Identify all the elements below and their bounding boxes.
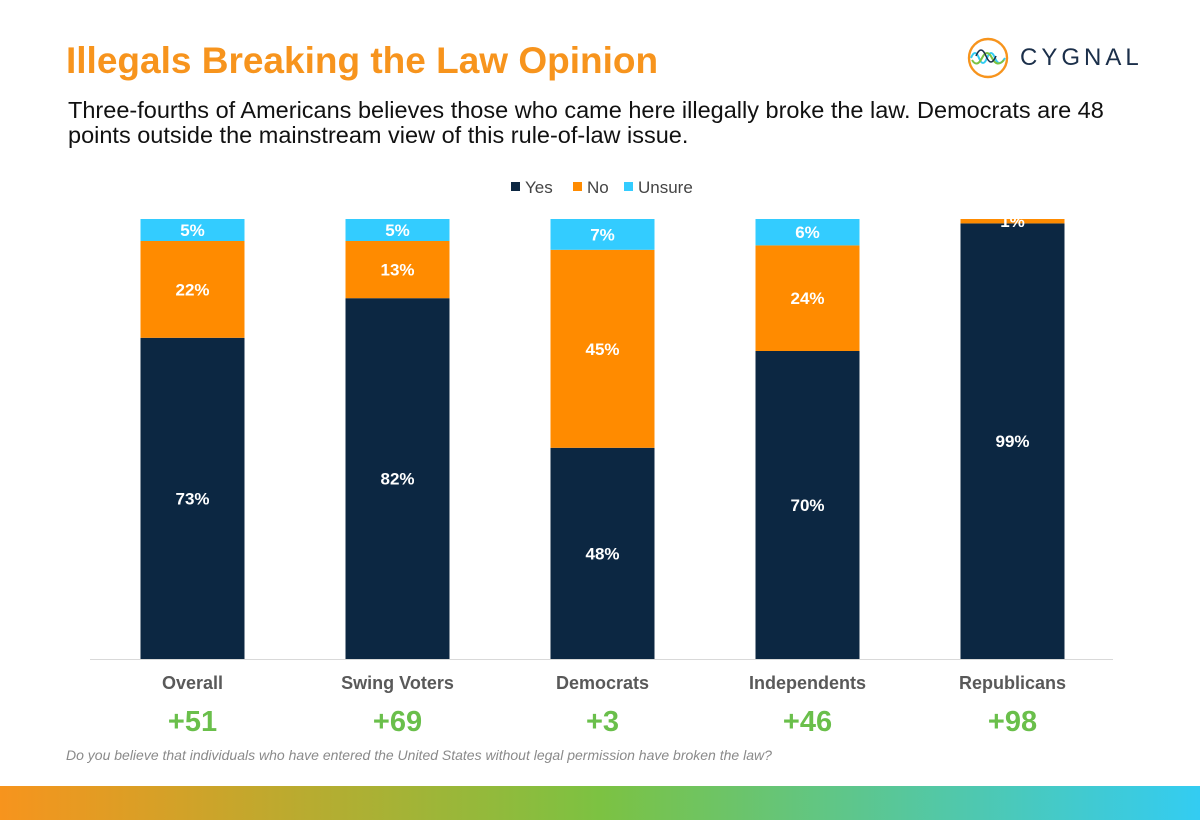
legend-label-yes: Yes: [525, 178, 553, 197]
category-label-overall: Overall: [162, 673, 223, 693]
data-label-overall-no: 22%: [175, 280, 209, 299]
legend-label-unsure: Unsure: [638, 178, 693, 197]
bar-independents-yes: [755, 351, 860, 659]
logo-wordmark: CYGNAL: [1020, 44, 1143, 71]
bar-republicans-yes: [960, 223, 1065, 659]
data-label-democrats-yes: 48%: [585, 544, 619, 563]
bar-democrats-no: [550, 249, 655, 448]
category-label-swing-voters: Swing Voters: [341, 673, 454, 693]
legend-swatch-no: [573, 182, 582, 191]
category-label-democrats: Democrats: [556, 673, 649, 693]
bar-overall-yes: [140, 337, 245, 659]
data-label-overall-yes: 73%: [175, 489, 209, 508]
stacked-bar-chart: Yes No Unsure 73% 22% 5% Overall +51 82% 13% 5% Swi…: [90, 178, 1113, 738]
data-label-republicans-no: 1%: [1000, 212, 1025, 231]
data-label-swing-voters-unsure: 5%: [385, 221, 410, 240]
footer-gradient-bar: [0, 786, 1200, 820]
bar-independents-unsure: [755, 219, 860, 246]
data-label-republicans-yes: 99%: [995, 432, 1029, 451]
data-label-independents-no: 24%: [790, 289, 824, 308]
net-value-democrats: +3: [586, 706, 619, 738]
cygnal-wave-icon: [967, 37, 1009, 79]
net-value-swing-voters: +69: [373, 706, 422, 738]
page-title: Illegals Breaking the Law Opinion: [66, 40, 659, 81]
bar-democrats-yes: [550, 447, 655, 659]
subtitle: Three-fourths of Americans believes thos…: [68, 97, 1104, 148]
bar-republicans-no: [960, 219, 1065, 224]
data-label-democrats-no: 45%: [585, 340, 619, 359]
legend-swatch-yes: [511, 182, 520, 191]
legend-swatch-unsure: [624, 182, 633, 191]
survey-question: Do you believe that individuals who have…: [66, 747, 772, 763]
bar-overall-unsure: [140, 219, 245, 241]
data-label-independents-yes: 70%: [790, 496, 824, 515]
data-label-swing-voters-no: 13%: [380, 261, 414, 280]
data-label-overall-unsure: 5%: [180, 221, 205, 240]
legend-label-no: No: [587, 178, 609, 197]
bar-swing-voters-no: [345, 241, 450, 299]
net-value-independents: +46: [783, 706, 832, 738]
bar-swing-voters-yes: [345, 298, 450, 659]
net-value-republicans: +98: [988, 706, 1037, 738]
category-label-independents: Independents: [749, 673, 866, 693]
cygnal-logo: CYGNAL: [966, 36, 1146, 82]
data-label-democrats-unsure: 7%: [590, 225, 615, 244]
bar-independents-no: [755, 245, 860, 351]
data-label-independents-unsure: 6%: [795, 223, 820, 242]
bar-overall-no: [140, 241, 245, 338]
net-value-overall: +51: [168, 706, 217, 738]
bar-swing-voters-unsure: [345, 219, 450, 241]
category-label-republicans: Republicans: [959, 673, 1066, 693]
data-label-swing-voters-yes: 82%: [380, 470, 414, 489]
bar-democrats-unsure: [550, 219, 655, 250]
